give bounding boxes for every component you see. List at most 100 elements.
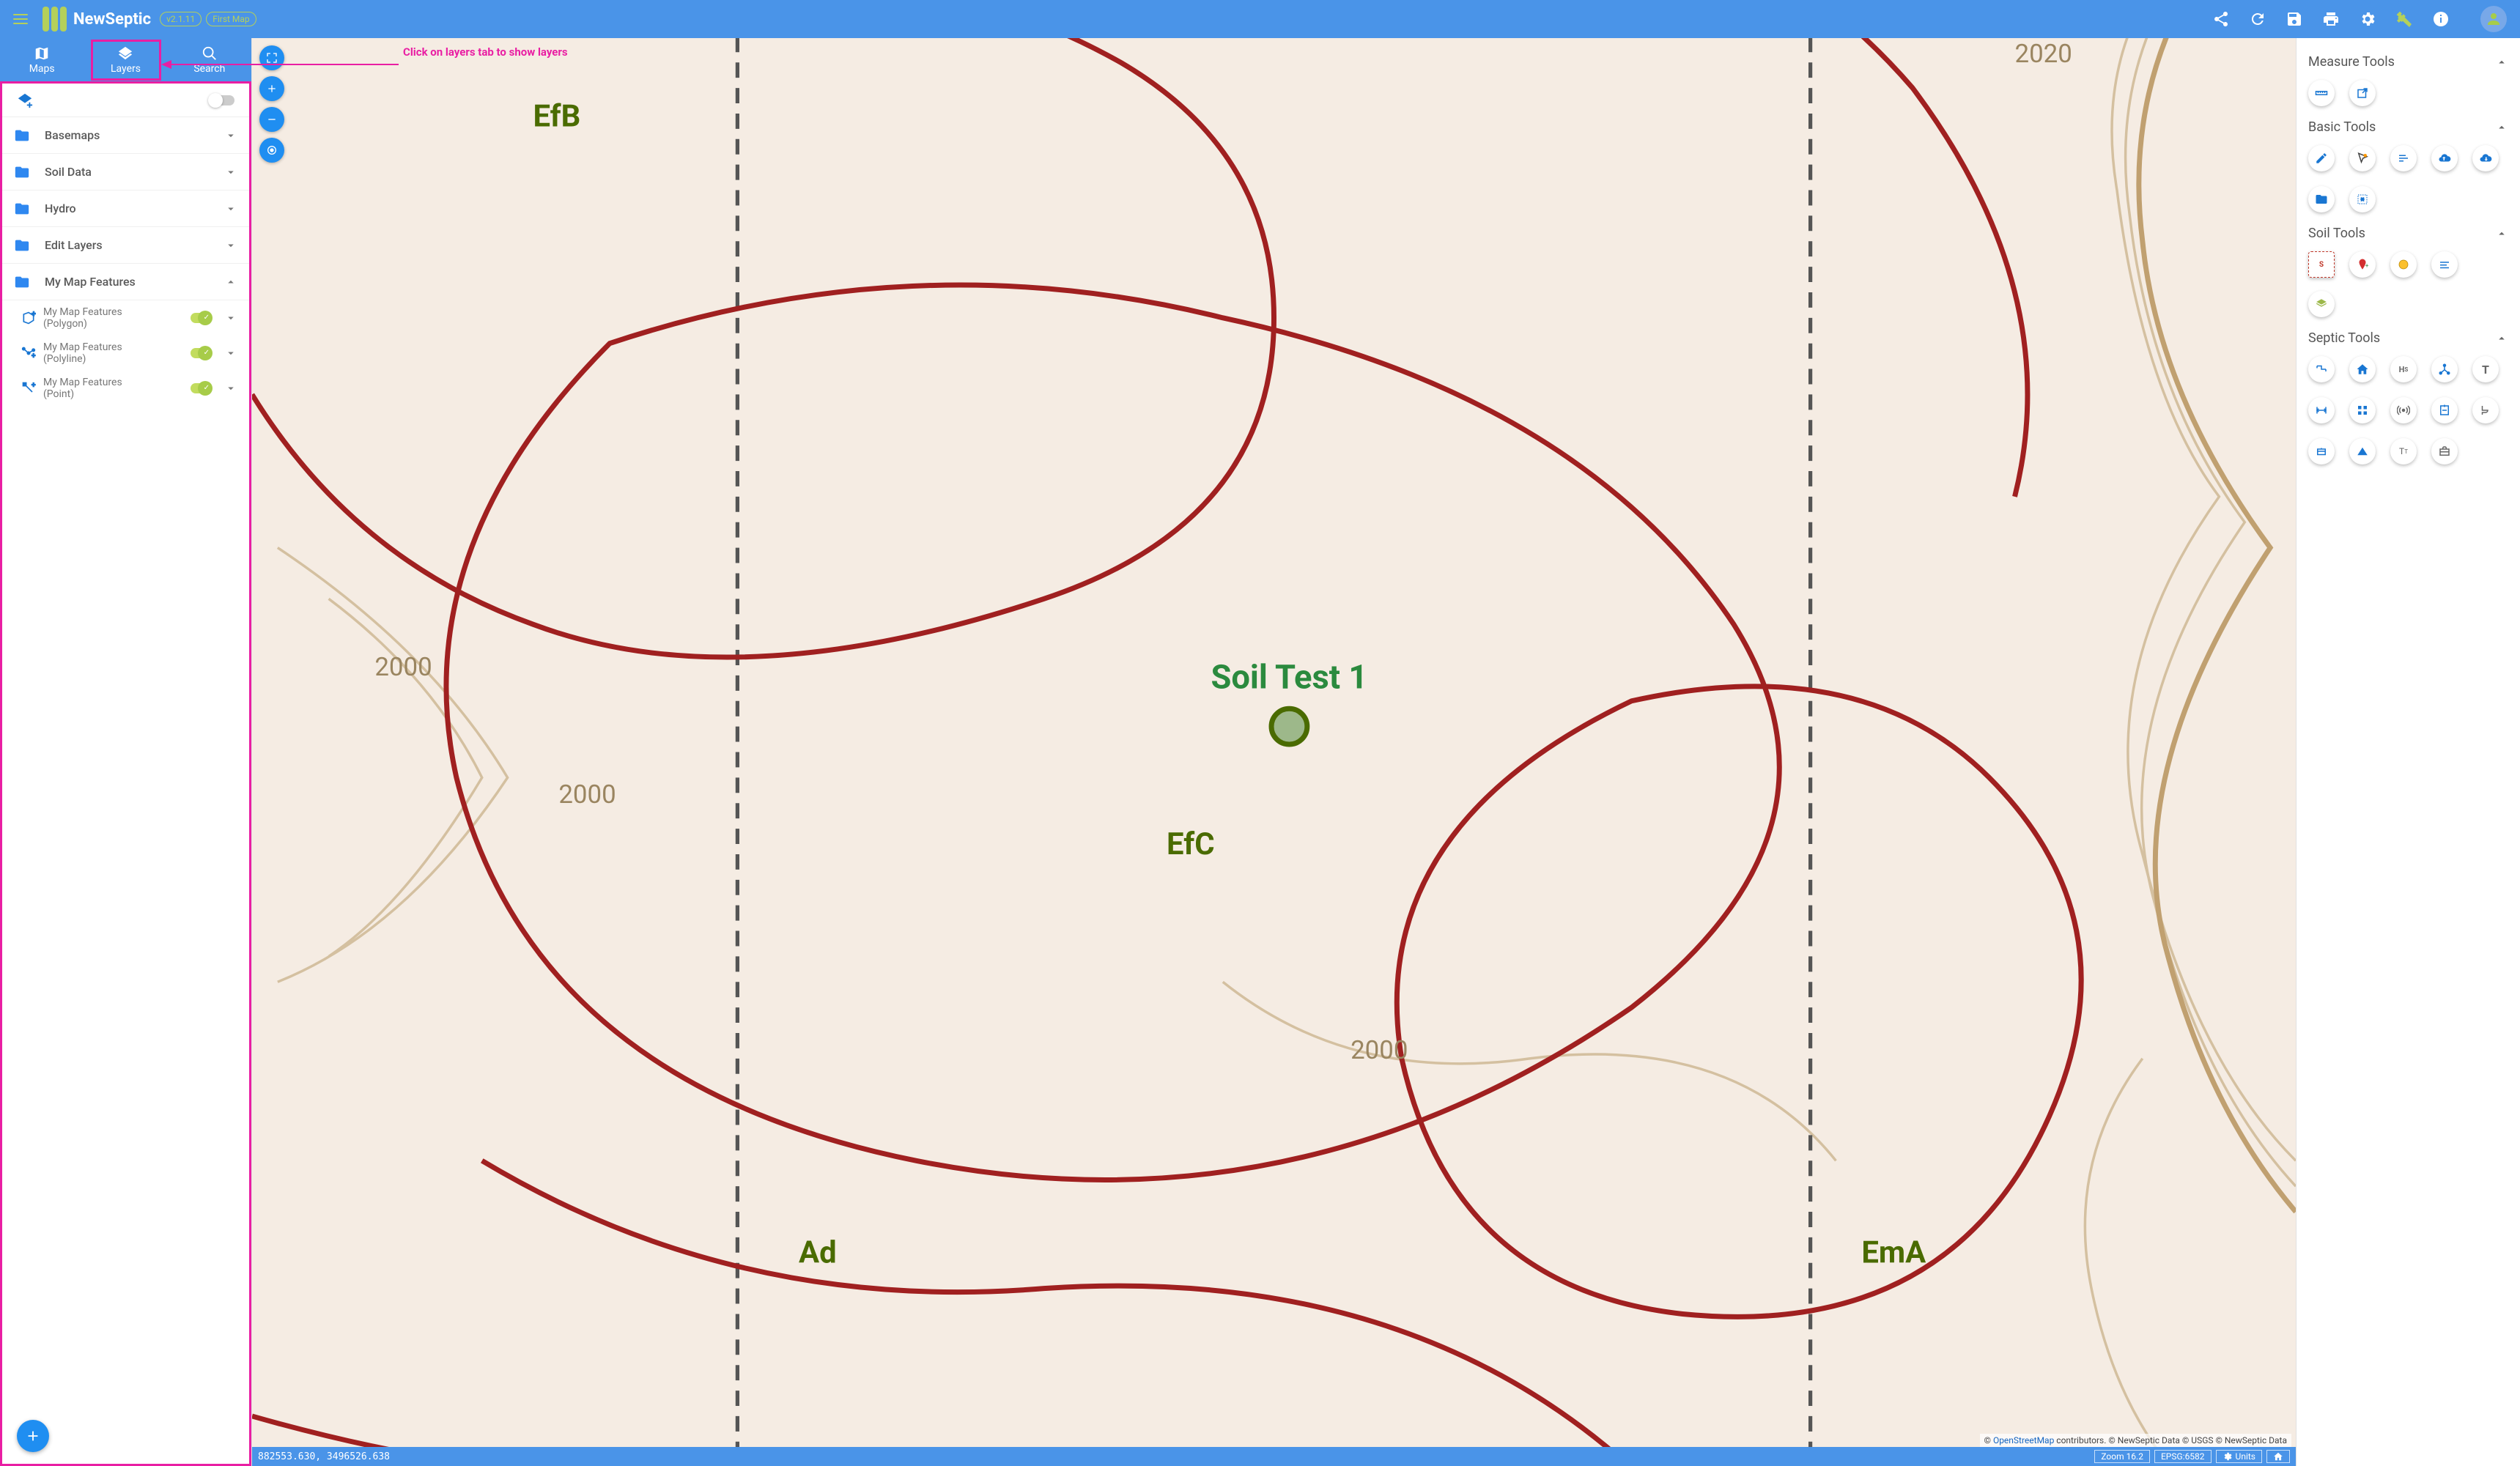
map-svg: Soil Test 1 EfB EfC Ad EmA Ww 2000 2000 … (252, 38, 2296, 1466)
section-soil[interactable]: Soil Tools (2308, 226, 2508, 241)
svg-text:2000: 2000 (558, 780, 616, 810)
mapname-chip[interactable]: First Map (206, 12, 256, 26)
folder-download-tool[interactable] (2308, 186, 2335, 212)
cloud-download-tool[interactable] (2472, 145, 2499, 171)
osm-link[interactable]: OpenStreetMap (1993, 1435, 2054, 1445)
locate-button[interactable] (259, 138, 284, 163)
layer-item-label: My Map Features (Point) (43, 377, 191, 400)
map-canvas[interactable]: Soil Test 1 EfB EfC Ad EmA Ww 2000 2000 … (252, 38, 2296, 1466)
septic-triangle-tool[interactable] (2349, 438, 2376, 464)
septic-tsmall-tool[interactable]: TT (2390, 438, 2417, 464)
layer-group-hydro[interactable]: Hydro (2, 190, 249, 227)
septic-home-tool[interactable] (2349, 356, 2376, 382)
svg-text:EfB: EfB (533, 98, 580, 134)
septic-grid-tool[interactable] (2349, 397, 2376, 423)
left-sidebar: Maps Layers Search Basemaps (0, 38, 252, 1466)
epsg-readout[interactable]: EPSG:6582 (2154, 1450, 2212, 1463)
popout-tool[interactable] (2349, 80, 2376, 106)
app-title: NewSeptic (73, 10, 151, 29)
tools-icon[interactable] (2395, 10, 2413, 28)
layer-group-basemaps[interactable]: Basemaps (2, 117, 249, 154)
group-label: My Map Features (45, 275, 224, 289)
tab-maps[interactable]: Maps (0, 38, 84, 82)
svg-text:EmA: EmA (1861, 1235, 1926, 1271)
appbar: NewSeptic v2.1.11 First Map (0, 0, 2520, 38)
septic-seat-tool[interactable] (2472, 397, 2499, 423)
layer-item-polyline[interactable]: + My Map Features (Polyline) ✓ (2, 336, 249, 371)
layers-icon (117, 45, 133, 62)
layer-toggle-all[interactable] (210, 95, 234, 105)
edit-tool[interactable] (2308, 145, 2335, 171)
tools-panel: Measure Tools Basic Tools Soil Tools S + (2296, 38, 2520, 1466)
print-icon[interactable] (2322, 10, 2340, 28)
settings-icon[interactable] (2359, 10, 2376, 28)
section-basic[interactable]: Basic Tools (2308, 119, 2508, 135)
refresh-icon[interactable] (2249, 10, 2266, 28)
septic-hs-tool[interactable]: HS (2390, 356, 2417, 382)
soil-lines-tool[interactable] (2431, 251, 2458, 278)
septic-broadcast-tool[interactable] (2390, 397, 2417, 423)
svg-text:+: + (32, 311, 36, 319)
layer-visibility-toggle[interactable]: ✓ (191, 383, 211, 393)
zoom-out-button[interactable] (259, 107, 284, 132)
tab-search[interactable]: Search (168, 38, 251, 82)
zoom-in-button[interactable] (259, 76, 284, 101)
tab-layers[interactable]: Layers (84, 38, 167, 82)
soil-pin-tool[interactable]: + (2349, 251, 2376, 278)
save-icon[interactable] (2286, 10, 2303, 28)
menu-icon[interactable] (6, 14, 35, 24)
soil-layers-tool[interactable] (2308, 291, 2335, 317)
layer-group-editlayers[interactable]: Edit Layers (2, 227, 249, 264)
septic-briefcase-tool[interactable] (2431, 438, 2458, 464)
tab-layers-label: Layers (111, 63, 141, 75)
septic-pipe-tool[interactable] (2308, 356, 2335, 382)
layer-visibility-toggle[interactable]: ✓ (191, 348, 211, 358)
layer-group-soildata[interactable]: Soil Data (2, 154, 249, 190)
layer-group-mymapfeatures[interactable]: My Map Features (2, 264, 249, 300)
septic-network-tool[interactable] (2431, 356, 2458, 382)
chevron-down-icon (224, 129, 237, 142)
soil-circle-tool[interactable] (2390, 251, 2417, 278)
cursor-tool[interactable] (2349, 145, 2376, 171)
add-layer-icon[interactable] (17, 92, 33, 108)
account-icon[interactable] (2480, 6, 2507, 32)
zoom-readout[interactable]: Zoom 16.2 (2094, 1450, 2150, 1463)
group-label: Basemaps (45, 128, 224, 142)
list-tool[interactable] (2390, 145, 2417, 171)
ruler-tool[interactable] (2308, 80, 2335, 106)
section-septic[interactable]: Septic Tools (2308, 330, 2508, 346)
soil-sbox-tool[interactable]: S (2308, 251, 2335, 278)
septic-width-tool[interactable] (2308, 397, 2335, 423)
fullscreen-button[interactable] (259, 45, 284, 70)
folder-icon (14, 274, 30, 290)
layer-item-point[interactable]: + My Map Features (Point) ✓ (2, 371, 249, 406)
info-icon[interactable] (2432, 10, 2450, 28)
map-footer: 882553.630, 3496526.638 Zoom 16.2 EPSG:6… (252, 1447, 2296, 1466)
layer-toolbar (2, 84, 249, 117)
share-icon[interactable] (2212, 10, 2230, 28)
add-feature-fab[interactable] (17, 1420, 49, 1452)
chevron-up-icon (2495, 121, 2508, 134)
chevron-up-icon (2495, 332, 2508, 345)
section-measure[interactable]: Measure Tools (2308, 54, 2508, 70)
septic-note-tool[interactable] (2431, 397, 2458, 423)
layer-item-label: My Map Features (Polygon) (43, 306, 191, 330)
layer-item-polygon[interactable]: + My Map Features (Polygon) ✓ (2, 300, 249, 336)
svg-text:EfC: EfC (1167, 826, 1215, 862)
map-attribution: © OpenStreetMap contributors. © NewSepti… (1980, 1434, 2291, 1447)
septic-text-tool[interactable]: T (2472, 356, 2499, 382)
folder-icon (14, 201, 30, 217)
sidebar-body: Basemaps Soil Data Hydro Edit Layers My (0, 81, 251, 1466)
svg-text:2000: 2000 (1350, 1035, 1408, 1065)
section-title-label: Septic Tools (2308, 330, 2380, 346)
svg-text:+: + (32, 382, 35, 389)
septic-box-tool[interactable] (2308, 438, 2335, 464)
units-button[interactable]: Units (2216, 1450, 2262, 1463)
select-area-tool[interactable] (2349, 186, 2376, 212)
section-title-label: Basic Tools (2308, 119, 2376, 135)
cloud-upload-tool[interactable] (2431, 145, 2458, 171)
search-icon (202, 45, 218, 62)
layer-visibility-toggle[interactable]: ✓ (191, 313, 211, 323)
home-button[interactable] (2266, 1450, 2290, 1463)
group-label: Edit Layers (45, 238, 224, 252)
